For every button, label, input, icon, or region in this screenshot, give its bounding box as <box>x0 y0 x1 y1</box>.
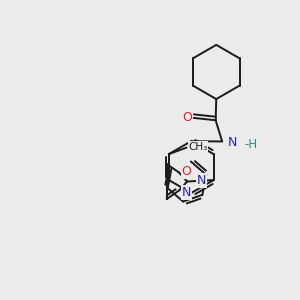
Text: N: N <box>197 174 206 187</box>
Text: N: N <box>227 136 237 149</box>
Text: CH₃: CH₃ <box>188 142 208 152</box>
Text: N: N <box>182 186 191 199</box>
Text: O: O <box>182 165 191 178</box>
Text: -H: -H <box>244 139 257 152</box>
Text: O: O <box>182 111 192 124</box>
